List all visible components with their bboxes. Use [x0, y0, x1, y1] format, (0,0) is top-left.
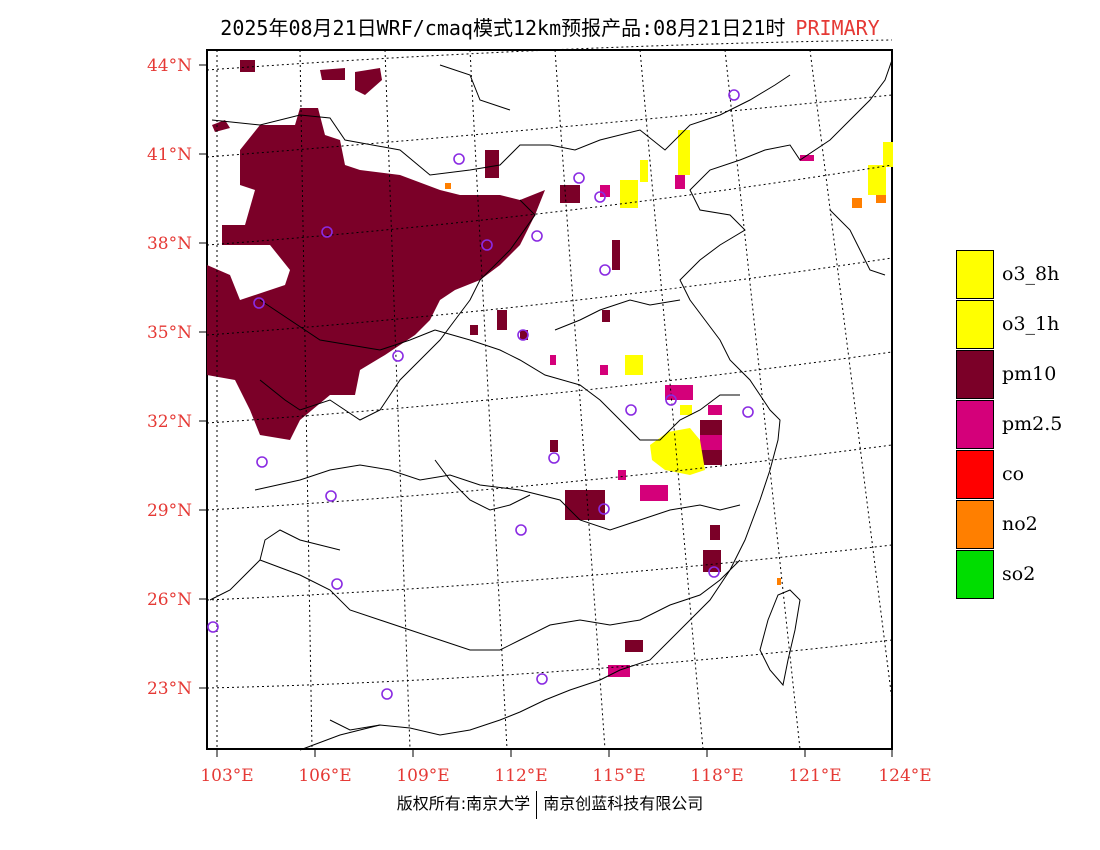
legend-item-o3-8h: o3_8h: [956, 249, 1062, 299]
map-title: 2025年08月21日WRF/cmaq模式12km预报产品:08月21日21时 P…: [0, 12, 1100, 41]
region-pm10-east: [470, 150, 722, 652]
lon-label-112: 112°E: [494, 766, 548, 786]
title-tag: PRIMARY: [795, 16, 880, 40]
legend-label: o3_1h: [1002, 313, 1060, 335]
legend-swatch: [956, 499, 994, 549]
lat-label-32: 32°N: [146, 412, 192, 432]
footer-divider: [536, 790, 538, 819]
legend-swatch: [956, 399, 994, 449]
legend-label: no2: [1002, 513, 1038, 535]
region-pm25: [550, 155, 814, 677]
lon-label-109: 109°E: [396, 766, 450, 786]
legend-swatch: [956, 549, 994, 599]
legend-item-o3-1h: o3_1h: [956, 299, 1062, 349]
legend-item-so2: so2: [956, 549, 1062, 599]
lat-label-26: 26°N: [146, 590, 192, 610]
legend-item-co: co: [956, 449, 1062, 499]
tick-marks: [199, 64, 893, 757]
title-main: 2025年08月21日WRF/cmaq模式12km预报产品:08月21日21时: [220, 16, 786, 40]
footer-right: 南京创蓝科技有限公司: [543, 794, 704, 813]
region-pm10-north: [207, 60, 545, 440]
lon-label-118: 118°E: [690, 766, 744, 786]
lat-label-35: 35°N: [146, 323, 192, 343]
graticule: [206, 39, 893, 750]
region-o3: [620, 130, 893, 475]
footer-left: 版权所有:南京大学: [396, 794, 531, 813]
legend-item-no2: no2: [956, 499, 1062, 549]
legend-label: pm2.5: [1002, 413, 1063, 435]
legend-swatch: [956, 449, 994, 499]
legend-swatch: [956, 349, 994, 399]
lat-label-41: 41°N: [146, 145, 192, 165]
lat-label-38: 38°N: [146, 234, 192, 254]
city-markers: [207, 89, 754, 700]
legend-swatch: [956, 299, 994, 349]
lat-label-44: 44°N: [146, 56, 192, 76]
legend-swatch: [956, 249, 994, 299]
lon-label-121: 121°E: [788, 766, 842, 786]
legend-label: so2: [1002, 563, 1036, 585]
lat-label-29: 29°N: [146, 501, 192, 521]
boundary-lines: [209, 59, 893, 751]
region-no2: [445, 183, 886, 585]
legend-item-pm25: pm2.5: [956, 399, 1062, 449]
lat-label-23: 23°N: [146, 679, 192, 699]
footer-credits: 版权所有:南京大学 南京创蓝科技有限公司: [0, 790, 1100, 819]
lon-label-106: 106°E: [298, 766, 352, 786]
lon-label-124: 124°E: [878, 766, 932, 786]
legend-label: o3_8h: [1002, 263, 1060, 285]
lon-label-103: 103°E: [200, 766, 254, 786]
legend-item-pm10: pm10: [956, 349, 1062, 399]
lon-label-115: 115°E: [592, 766, 646, 786]
legend-label: co: [1002, 463, 1025, 485]
legend-label: pm10: [1002, 363, 1057, 385]
legend: o3_8h o3_1h pm10 pm2.5 co no2 so2: [956, 249, 1062, 599]
